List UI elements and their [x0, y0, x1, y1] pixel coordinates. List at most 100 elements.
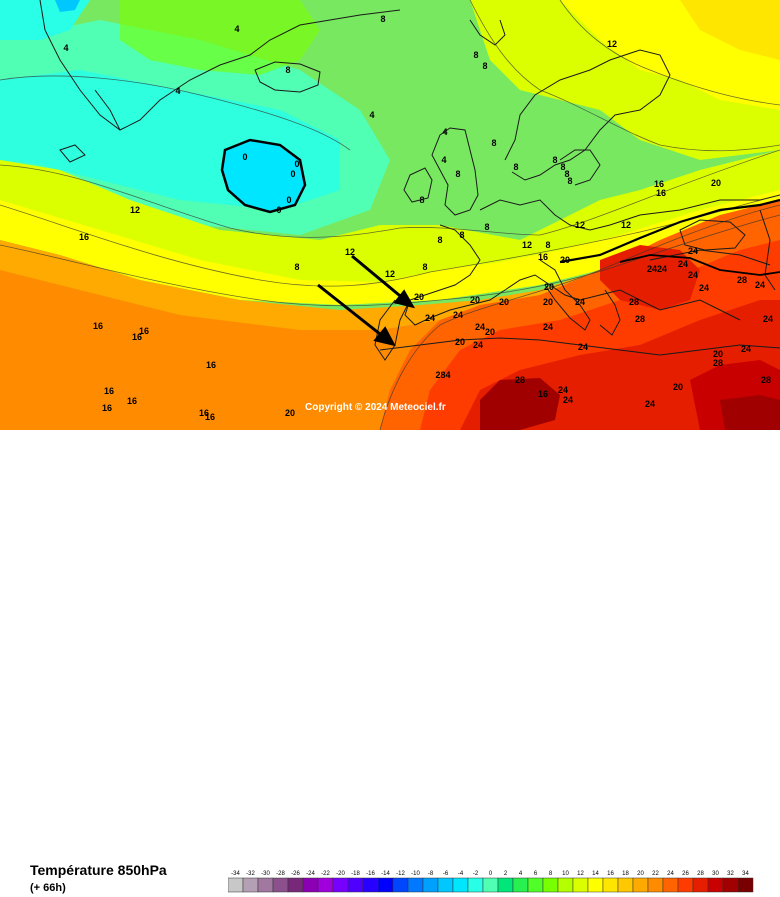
legend-swatch: [677, 877, 694, 893]
isotherm-label: 20: [455, 337, 465, 347]
isotherm-label: 16: [93, 321, 103, 331]
legend-label: -10: [411, 871, 420, 877]
isotherm-label: 24: [741, 344, 751, 354]
legend-label: 24: [667, 871, 674, 877]
legend-swatch: [572, 877, 589, 893]
legend-label: -32: [246, 871, 255, 877]
isotherm-label: 20: [711, 178, 721, 188]
isotherm-label: 24: [755, 280, 765, 290]
legend-label: 34: [742, 871, 749, 877]
isotherm-label: 12: [575, 220, 585, 230]
isotherm-label: 20: [485, 327, 495, 337]
legend-label: -20: [336, 871, 345, 877]
isotherm-label: 16: [79, 232, 89, 242]
isotherm-label: 12: [522, 240, 532, 250]
isotherm-label: 24: [473, 340, 483, 350]
isotherm-label: 20: [673, 382, 683, 392]
legend-label: -4: [458, 871, 464, 877]
legend-label: 32: [727, 871, 734, 877]
legend-swatch: [257, 877, 274, 893]
legend-label: -18: [351, 871, 360, 877]
isotherm-label: 8: [294, 262, 299, 272]
arrow-1: [351, 254, 416, 309]
legend-label: -22: [321, 871, 330, 877]
legend-label: -26: [291, 871, 300, 877]
legend-swatch: [632, 877, 649, 893]
legend-swatch: [647, 877, 664, 893]
isotherm-label: 28: [713, 358, 723, 368]
legend-swatch: [692, 877, 709, 893]
isotherm-label: 16: [205, 412, 215, 422]
isotherm-label: 12: [621, 220, 631, 230]
isotherm-label: 20: [713, 349, 723, 359]
copyright-text: Copyright © 2024 Meteociel.fr: [305, 402, 446, 413]
legend-label: 10: [562, 871, 569, 877]
legend-label: -34: [231, 871, 240, 877]
legend-swatch: [557, 877, 574, 893]
isotherm-label: 8: [437, 235, 442, 245]
legend-label: -2: [473, 871, 479, 877]
legend-swatch: [377, 877, 394, 893]
isotherm-label: 28: [635, 314, 645, 324]
isotherm-label: 8: [491, 138, 496, 148]
legend-swatch: [527, 877, 544, 893]
isotherm-label: 20: [470, 295, 480, 305]
isotherm-label: 24: [543, 322, 553, 332]
isotherm-label: 16: [206, 360, 216, 370]
isotherm-label: 24: [688, 246, 698, 256]
legend-swatch: [332, 877, 349, 893]
legend-swatch: [287, 877, 304, 893]
legend-label: 26: [682, 871, 689, 877]
isotherm-label: 8: [419, 195, 424, 205]
legend-label: -6: [443, 871, 449, 877]
isotherm-label: 24: [678, 259, 688, 269]
isotherm-label: 16: [139, 326, 149, 336]
isotherm-label: 20: [285, 408, 295, 418]
isotherm-label: 8: [545, 240, 550, 250]
arrow-2: [317, 283, 396, 347]
forecast-hour: (+ 66h): [30, 882, 66, 894]
isotherm-label: 16: [656, 188, 666, 198]
isotherm-label: 16: [127, 396, 137, 406]
isotherm-label: 20: [499, 297, 509, 307]
legend-swatch: [587, 877, 604, 893]
temperature-map: 4 4 4 4 8 8 8 8 4 4 8 8 8 8 12 0 0 0 0 0 8 8 8 8 8 8 8 8 12 16 12 8 8 12 1…: [0, 0, 780, 431]
legend-label: 4: [519, 871, 523, 877]
isotherm-label: 8: [567, 176, 572, 186]
legend-swatch: [497, 877, 514, 893]
isotherm-label: 8: [380, 14, 385, 24]
legend-label: 12: [577, 871, 584, 877]
legend-swatch: [617, 877, 634, 893]
legend-swatch: [437, 877, 454, 893]
isotherm-label: 24: [575, 297, 585, 307]
isotherm-label: 0: [290, 169, 295, 179]
legend-swatch: [467, 877, 484, 893]
legend-label: -14: [381, 871, 390, 877]
isotherm-label: 28: [737, 275, 747, 285]
color-legend: -34 -32 -30 -28 -26 -24 -22 -20 -18 -16 -14 -12 -10-…: [228, 871, 754, 893]
isotherm-label: 284: [435, 370, 450, 380]
isotherm-label: 12: [130, 205, 140, 215]
legend-swatch: [228, 877, 244, 893]
isotherm-label: 20: [543, 297, 553, 307]
legend-label: -12: [396, 871, 405, 877]
isotherm-label: 24: [645, 399, 655, 409]
legend-label: 20: [637, 871, 644, 877]
isotherm-label: 24: [475, 322, 485, 332]
legend-swatch: [242, 877, 259, 893]
legend-label: -8: [428, 871, 434, 877]
isotherm-label: 24: [699, 283, 709, 293]
isotherm-label: 8: [552, 155, 557, 165]
isotherm-label: 16: [102, 403, 112, 413]
legend-swatch: [422, 877, 439, 893]
isotherm-label: 0: [294, 159, 299, 169]
legend-swatch: [602, 877, 619, 893]
legend-label: 2: [504, 871, 508, 877]
legend-label: -24: [306, 871, 315, 877]
isotherm-label: 8: [285, 65, 290, 75]
isotherm-label: 24: [558, 385, 568, 395]
legend-swatch: [452, 877, 469, 893]
isotherm-label: 4: [175, 86, 180, 96]
isotherm-label: 12: [345, 247, 355, 257]
legend-swatch: [272, 877, 289, 893]
